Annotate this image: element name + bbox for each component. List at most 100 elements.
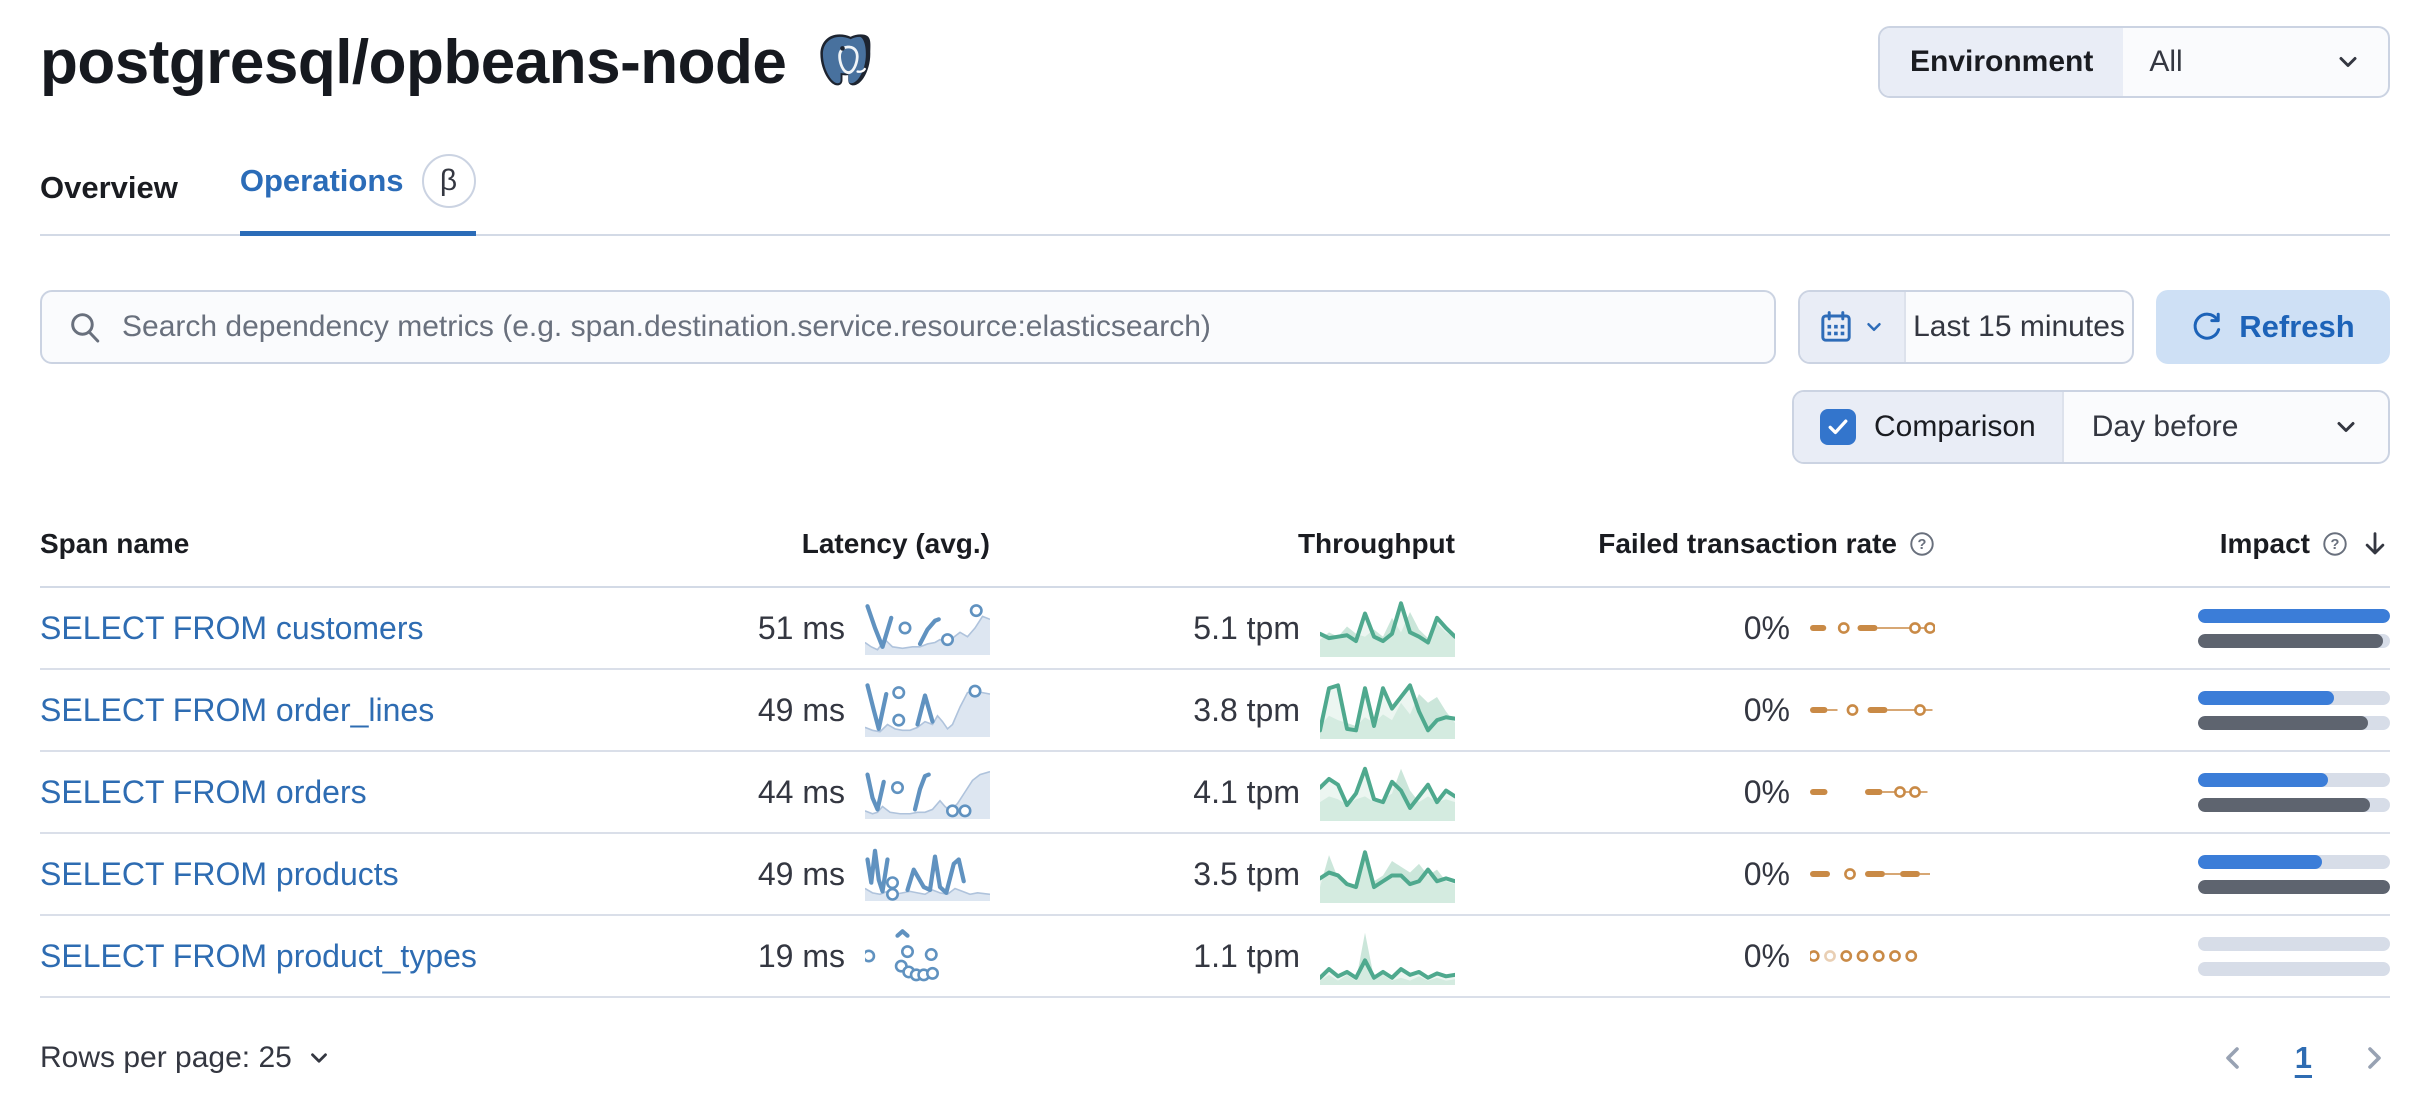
beta-badge: β	[421, 154, 476, 208]
previous-page-button[interactable]	[2217, 1042, 2249, 1074]
page-number[interactable]: 1	[2294, 1040, 2312, 1075]
apm-dependency-page: postgresql/opbeans-node Environment All	[40, 26, 2390, 1076]
svg-text:?: ?	[2331, 537, 2340, 553]
comparison-checkbox[interactable]: Comparison	[1794, 392, 2064, 462]
latency-value: 51 ms	[757, 609, 845, 646]
controls-row: Last 15 minutes Refresh	[40, 290, 2390, 364]
impact-bars	[2198, 690, 2390, 730]
throughput-value: 5.1 tpm	[1193, 609, 1300, 646]
failed-rate-value: 0%	[1743, 609, 1790, 646]
impact-bars	[2198, 936, 2390, 976]
environment-label: Environment	[1880, 28, 2124, 96]
search-icon	[71, 313, 100, 343]
span-name-link[interactable]: SELECT FROM products	[40, 855, 399, 892]
table-row: SELECT FROM orders 44 ms 4.1 tpm 0%	[40, 752, 2390, 834]
chevron-down-icon	[1867, 323, 1881, 331]
impact-bar-previous	[2198, 879, 2390, 894]
environment-select[interactable]: Environment All	[1878, 26, 2390, 98]
comparison-row: Comparison Day before	[40, 390, 2390, 464]
table-row: SELECT FROM products 49 ms 3.5 tpm 0%	[40, 834, 2390, 916]
help-icon[interactable]: ?	[2322, 531, 2348, 557]
column-impact[interactable]: Impact ?	[1935, 528, 2390, 560]
throughput-sparkline	[1320, 599, 1455, 657]
operations-table: Span name Latency (avg.) Throughput Fail…	[40, 494, 2390, 998]
search-input[interactable]	[122, 310, 1748, 344]
table-footer: Rows per page: 25 1	[40, 1040, 2390, 1076]
time-range-value[interactable]: Last 15 minutes	[1913, 310, 2125, 343]
impact-bar-current	[2198, 690, 2335, 705]
impact-bar-current	[2198, 608, 2390, 623]
chevron-right-icon	[2368, 1047, 2381, 1069]
search-box[interactable]	[40, 290, 1776, 364]
impact-bar-previous	[2198, 633, 2384, 648]
latency-value: 49 ms	[757, 855, 845, 892]
span-name-link[interactable]: SELECT FROM customers	[40, 609, 424, 646]
chevron-down-icon	[310, 1053, 327, 1063]
throughput-sparkline	[1320, 927, 1455, 985]
impact-bar-current	[2198, 854, 2322, 869]
chevron-left-icon	[2225, 1047, 2239, 1069]
tab-operations-label: Operations	[239, 163, 404, 198]
failed-rate-value: 0%	[1743, 855, 1790, 892]
chevron-down-icon	[2339, 57, 2357, 67]
impact-bars	[2198, 772, 2390, 812]
column-throughput: Throughput	[1297, 528, 1455, 559]
throughput-value: 1.1 tpm	[1193, 937, 1300, 974]
table-header-row: Span name Latency (avg.) Throughput Fail…	[40, 494, 2390, 588]
tab-bar: Overview Operations β	[40, 154, 2390, 236]
calendar-menu-button[interactable]	[1800, 292, 1906, 362]
refresh-button[interactable]: Refresh	[2156, 290, 2390, 364]
failed-rate-sparkline	[1810, 934, 1935, 978]
calendar-icon	[1821, 311, 1851, 342]
throughput-value: 3.8 tpm	[1193, 691, 1300, 728]
comparison-label: Comparison	[1874, 410, 2036, 443]
latency-value: 19 ms	[757, 937, 845, 974]
refresh-icon	[2193, 312, 2221, 340]
pagination: 1	[2217, 1040, 2390, 1076]
failed-rate-sparkline	[1810, 606, 1935, 650]
failed-rate-value: 0%	[1743, 691, 1790, 728]
tab-operations[interactable]: Operations β	[239, 154, 476, 236]
table-row: SELECT FROM customers 51 ms 5.1 tpm 0%	[40, 588, 2390, 670]
impact-bar-previous	[2198, 715, 2368, 730]
throughput-sparkline	[1320, 763, 1455, 821]
latency-sparkline	[865, 599, 990, 657]
impact-bars	[2198, 854, 2390, 894]
span-name-link[interactable]: SELECT FROM product_types	[40, 937, 477, 974]
table-row: SELECT FROM order_lines 49 ms 3.8 tpm 0%	[40, 670, 2390, 752]
rows-per-page-label: Rows per page: 25	[40, 1041, 292, 1074]
failed-rate-sparkline	[1810, 770, 1935, 814]
next-page-button[interactable]	[2358, 1042, 2390, 1074]
latency-value: 44 ms	[757, 773, 845, 810]
failed-rate-value: 0%	[1743, 937, 1790, 974]
table-row: SELECT FROM product_types 19 ms 1.1 tpm …	[40, 916, 2390, 998]
sort-descending-icon	[2365, 532, 2385, 555]
span-name-link[interactable]: SELECT FROM order_lines	[40, 691, 435, 728]
time-range-picker[interactable]: Last 15 minutes	[1798, 290, 2134, 364]
failed-rate-sparkline	[1810, 688, 1935, 732]
table-body: SELECT FROM customers 51 ms 5.1 tpm 0% S…	[40, 588, 2390, 998]
failed-rate-sparkline	[1810, 852, 1935, 896]
help-icon[interactable]: ?	[1909, 531, 1935, 557]
postgresql-logo-icon	[814, 28, 882, 96]
latency-value: 49 ms	[757, 691, 845, 728]
throughput-sparkline	[1320, 681, 1455, 739]
checkbox-checked-icon[interactable]	[1820, 409, 1856, 445]
rows-per-page-button[interactable]: Rows per page: 25	[40, 1041, 332, 1075]
latency-sparkline	[865, 763, 990, 821]
comparison-select[interactable]: Day before	[2064, 392, 2388, 462]
throughput-value: 3.5 tpm	[1193, 855, 1300, 892]
column-latency: Latency (avg.)	[801, 528, 990, 559]
tab-overview[interactable]: Overview	[40, 170, 178, 234]
failed-rate-value: 0%	[1743, 773, 1790, 810]
svg-text:?: ?	[1918, 537, 1927, 553]
latency-sparkline	[865, 845, 990, 903]
page-title: postgresql/opbeans-node	[40, 27, 787, 97]
page-header: postgresql/opbeans-node Environment All	[40, 26, 2390, 98]
span-name-link[interactable]: SELECT FROM orders	[40, 773, 367, 810]
chevron-down-icon	[2337, 422, 2355, 432]
latency-sparkline	[865, 681, 990, 739]
environment-value: All	[2149, 45, 2183, 78]
comparison-value: Day before	[2091, 410, 2239, 443]
refresh-label: Refresh	[2239, 309, 2355, 344]
